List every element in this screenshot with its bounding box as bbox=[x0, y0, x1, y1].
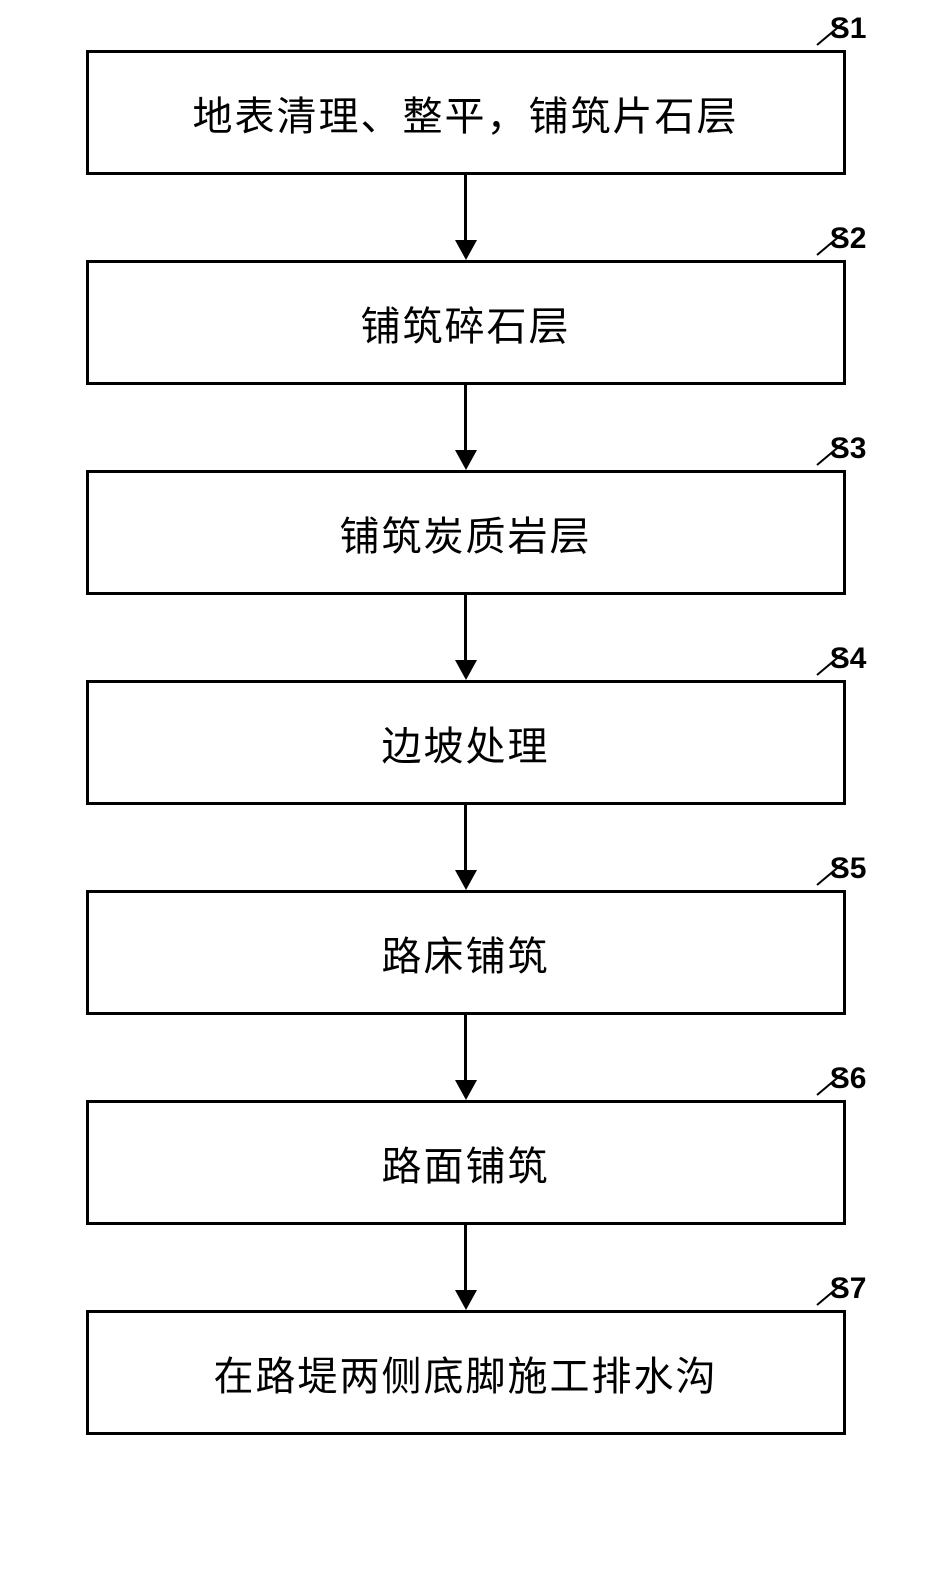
step-tag: S1 bbox=[830, 12, 867, 46]
arrow-head-icon bbox=[455, 660, 477, 680]
step-s1: S1 地表清理、整平，铺筑片石层 bbox=[61, 50, 871, 175]
step-label: 路床铺筑 bbox=[382, 924, 550, 982]
arrow-head-icon bbox=[455, 1290, 477, 1310]
step-box: 铺筑炭质岩层 bbox=[86, 470, 846, 595]
step-label: 路面铺筑 bbox=[382, 1134, 550, 1192]
step-s4: S4 边坡处理 bbox=[61, 680, 871, 805]
flowchart-container: S1 地表清理、整平，铺筑片石层 S2 铺筑碎石层 S3 铺筑炭质岩层 S4 bbox=[61, 50, 871, 1435]
arrow-connector bbox=[455, 805, 477, 890]
step-label: 地表清理、整平，铺筑片石层 bbox=[193, 84, 739, 142]
arrow-head-icon bbox=[455, 450, 477, 470]
step-label: 在路堤两侧底脚施工排水沟 bbox=[214, 1344, 718, 1402]
arrow-connector bbox=[455, 595, 477, 680]
arrow-connector bbox=[455, 385, 477, 470]
step-s3: S3 铺筑炭质岩层 bbox=[61, 470, 871, 595]
step-s2: S2 铺筑碎石层 bbox=[61, 260, 871, 385]
step-s7: S7 在路堤两侧底脚施工排水沟 bbox=[61, 1310, 871, 1435]
arrow-line bbox=[464, 1015, 467, 1080]
step-box: 路床铺筑 bbox=[86, 890, 846, 1015]
step-box: 在路堤两侧底脚施工排水沟 bbox=[86, 1310, 846, 1435]
arrow-head-icon bbox=[455, 1080, 477, 1100]
arrow-line bbox=[464, 1225, 467, 1290]
step-label: 边坡处理 bbox=[382, 714, 550, 772]
step-tag: S3 bbox=[830, 432, 867, 466]
arrow-head-icon bbox=[455, 870, 477, 890]
step-s6: S6 路面铺筑 bbox=[61, 1100, 871, 1225]
step-tag: S5 bbox=[830, 852, 867, 886]
step-box: 路面铺筑 bbox=[86, 1100, 846, 1225]
step-tag: S4 bbox=[830, 642, 867, 676]
step-label: 铺筑碎石层 bbox=[361, 294, 571, 352]
arrow-line bbox=[464, 385, 467, 450]
step-s5: S5 路床铺筑 bbox=[61, 890, 871, 1015]
arrow-connector bbox=[455, 1225, 477, 1310]
step-tag: S7 bbox=[830, 1272, 867, 1306]
step-tag: S6 bbox=[830, 1062, 867, 1096]
arrow-line bbox=[464, 595, 467, 660]
step-label: 铺筑炭质岩层 bbox=[340, 504, 592, 562]
step-box: 地表清理、整平，铺筑片石层 bbox=[86, 50, 846, 175]
arrow-line bbox=[464, 805, 467, 870]
step-box: 边坡处理 bbox=[86, 680, 846, 805]
arrow-line bbox=[464, 175, 467, 240]
arrow-connector bbox=[455, 175, 477, 260]
step-tag: S2 bbox=[830, 222, 867, 256]
arrow-connector bbox=[455, 1015, 477, 1100]
arrow-head-icon bbox=[455, 240, 477, 260]
step-box: 铺筑碎石层 bbox=[86, 260, 846, 385]
